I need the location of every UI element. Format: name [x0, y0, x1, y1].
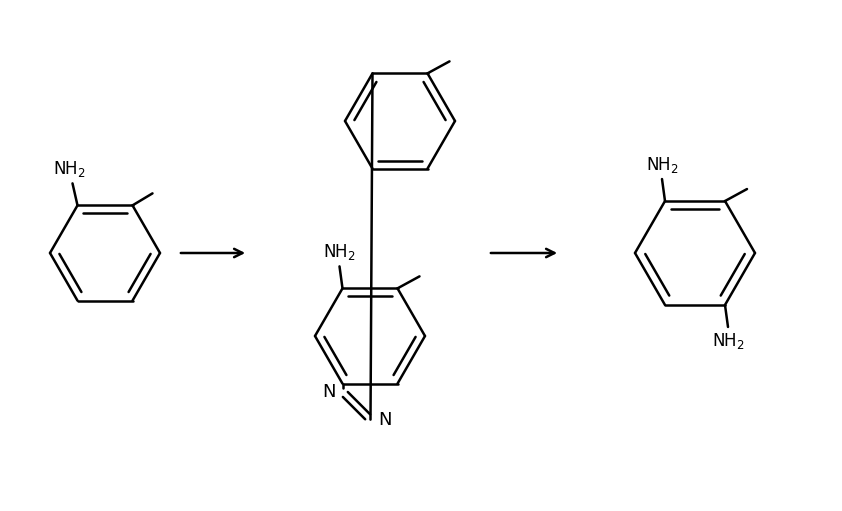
Text: NH$_2$: NH$_2$	[323, 242, 356, 262]
Text: N: N	[378, 411, 392, 429]
Text: N: N	[322, 383, 335, 401]
Text: NH$_2$: NH$_2$	[711, 331, 744, 351]
Text: NH$_2$: NH$_2$	[53, 159, 86, 179]
Text: NH$_2$: NH$_2$	[646, 155, 679, 175]
